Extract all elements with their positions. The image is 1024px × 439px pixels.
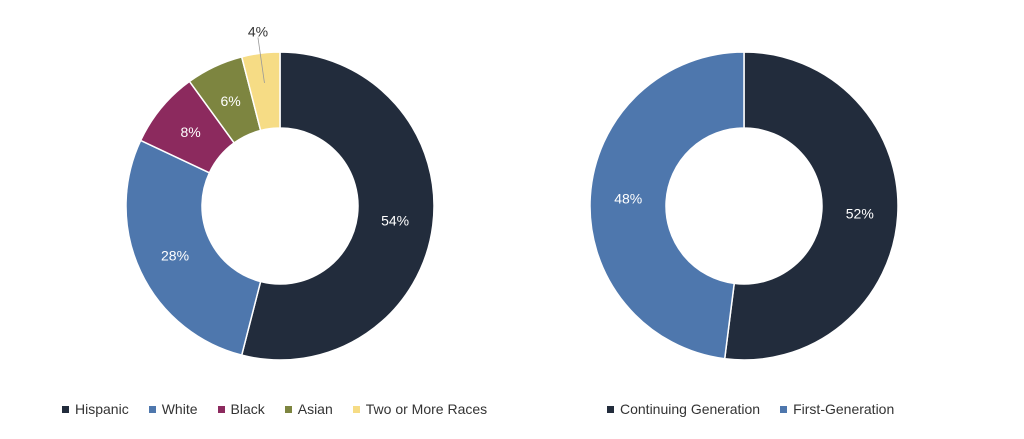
ethnicity-legend: Hispanic White Black Asian Two or More Races	[62, 401, 507, 417]
legend-item-first-generation: First-Generation	[780, 401, 894, 417]
data-label-two-or-more-races: 4%	[248, 23, 268, 39]
legend-label: Continuing Generation	[620, 401, 761, 417]
data-label-first-generation: 48%	[614, 191, 642, 207]
slice-continuing-generation	[723, 51, 899, 361]
leader-line-two-or-more-races	[257, 37, 265, 84]
legend-label: White	[161, 401, 198, 417]
legend-swatch	[352, 405, 360, 413]
legend-swatch	[217, 405, 225, 413]
legend-label: First-Generation	[793, 401, 895, 417]
generation-donut: 52% 48%	[589, 51, 899, 361]
legend-item-black: Black	[217, 401, 265, 417]
data-label-continuing-generation: 52%	[846, 205, 874, 221]
legend-item-white: White	[148, 401, 198, 417]
data-label-black: 8%	[181, 124, 201, 140]
data-label-white: 28%	[161, 247, 189, 263]
legend-swatch	[148, 405, 156, 413]
legend-label: Asian	[297, 401, 333, 417]
data-label-asian: 6%	[220, 93, 240, 109]
donut-charts: 54% 28% 8% 6% 4% 52% 48%	[125, 23, 899, 361]
legend-item-continuing-generation: Continuing Generation	[607, 401, 760, 417]
legend-item-hispanic: Hispanic	[62, 401, 129, 417]
legend-item-two-or-more-races: Two or More Races	[352, 401, 488, 417]
legend-label: Two or More Races	[365, 401, 488, 417]
legend-label: Black	[230, 401, 265, 417]
legend-swatch	[284, 405, 292, 413]
legend-swatch	[607, 405, 614, 413]
legend-swatch	[62, 405, 69, 413]
data-label-hispanic: 54%	[381, 213, 409, 229]
legend-swatch	[780, 405, 788, 413]
slice-first-generation	[589, 51, 745, 360]
generation-legend: Continuing Generation First-Generation	[607, 401, 914, 417]
slice-hispanic	[240, 51, 435, 361]
ethnicity-donut: 54% 28% 8% 6% 4%	[125, 23, 435, 361]
slice-white	[125, 139, 262, 357]
legend-item-asian: Asian	[284, 401, 333, 417]
slice-two-or-more-races	[240, 51, 281, 132]
legend-label: Hispanic	[75, 401, 129, 417]
